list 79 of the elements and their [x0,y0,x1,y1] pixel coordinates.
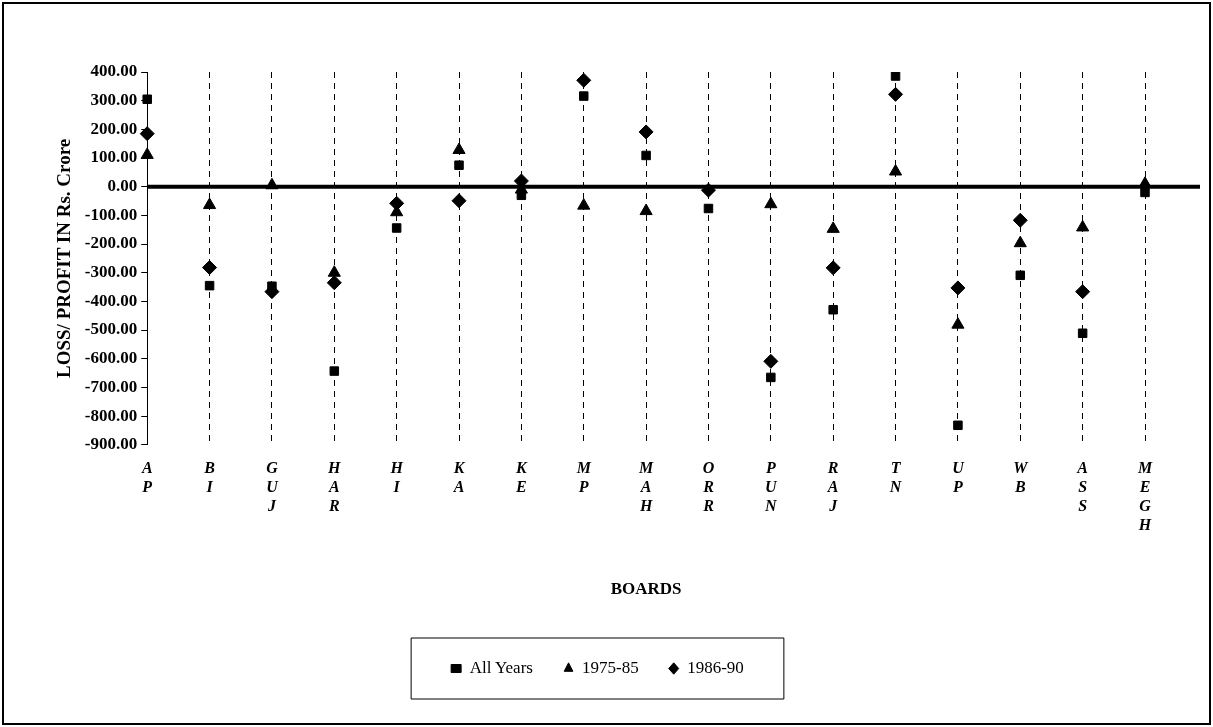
y-tick-label: -100.00 [84,204,138,224]
legend-label: 1986-90 [687,657,744,677]
point [267,281,277,291]
point [951,317,965,329]
y-tick-label: 200.00 [90,118,138,138]
x-tick-label: TN [888,458,903,495]
point [577,198,591,210]
point [576,72,592,88]
point [265,177,279,190]
point [391,223,402,233]
point [329,366,340,376]
x-tick-label: KA [452,458,466,495]
point [454,160,464,170]
point [638,124,654,140]
point [890,72,901,81]
point [1013,235,1027,248]
point [452,142,466,154]
point [764,196,778,209]
x-tick-label: HI [389,458,404,495]
point [579,91,589,101]
point [641,150,651,161]
y-tick-label: -700.00 [84,376,138,396]
x-tick-label: RAJ [826,458,839,514]
point [766,372,776,383]
point [1140,187,1150,198]
x-axis-title: BOARDS [610,579,682,599]
point [703,203,714,214]
x-tick-label: KE [515,458,529,495]
point [700,182,716,198]
point [204,280,215,291]
point [1076,219,1090,232]
point [826,221,840,233]
y-tick-label: -800.00 [84,405,138,425]
x-tick-label: WB [1013,458,1030,495]
y-tick-label: 0.00 [107,176,138,196]
point [202,260,218,276]
y-axis-title: LOSS/ PROFIT IN Rs. Crore [53,138,75,378]
y-tick-label: 400.00 [90,61,138,81]
point [888,164,903,176]
point [639,203,653,216]
y-tick-label: 300.00 [90,90,138,110]
point [203,197,217,210]
legend-label: All Years [469,657,533,677]
x-tick-label: AP [140,458,153,495]
y-tick-label: -500.00 [84,319,138,339]
x-tick-label: MEGH [1136,458,1153,534]
y-tick-label: -600.00 [84,348,138,368]
y-tick-label: -200.00 [84,233,138,253]
point [1012,212,1028,228]
y-tick-label: 100.00 [90,147,138,167]
y-tick-label: -400.00 [84,290,138,310]
point [326,275,342,291]
x-tick-label: BI [203,458,216,495]
x-tick-label: ASS [1076,458,1089,514]
x-tick-label: HAR [327,458,342,514]
point [950,280,966,296]
point [953,420,963,431]
x-tick-label: ORR [702,458,715,514]
legend-label: 1975-85 [582,657,639,677]
point [888,86,904,102]
point [516,190,527,201]
x-tick-label: MAH [637,458,654,514]
point [825,260,841,276]
point [139,126,155,142]
point [142,94,152,104]
point [763,353,779,369]
point [828,304,838,315]
point [140,147,154,159]
point [1077,328,1088,338]
x-tick-label: PUN [764,458,779,514]
point [1015,270,1026,281]
y-tick-label: -300.00 [84,262,138,282]
x-tick-label: MP [575,458,592,495]
y-tick-label: -900.00 [84,434,138,454]
x-tick-label: UP [952,458,966,495]
x-tick-label: GUJ [266,458,280,514]
point [327,265,341,277]
point [451,193,467,209]
point [1075,284,1091,300]
